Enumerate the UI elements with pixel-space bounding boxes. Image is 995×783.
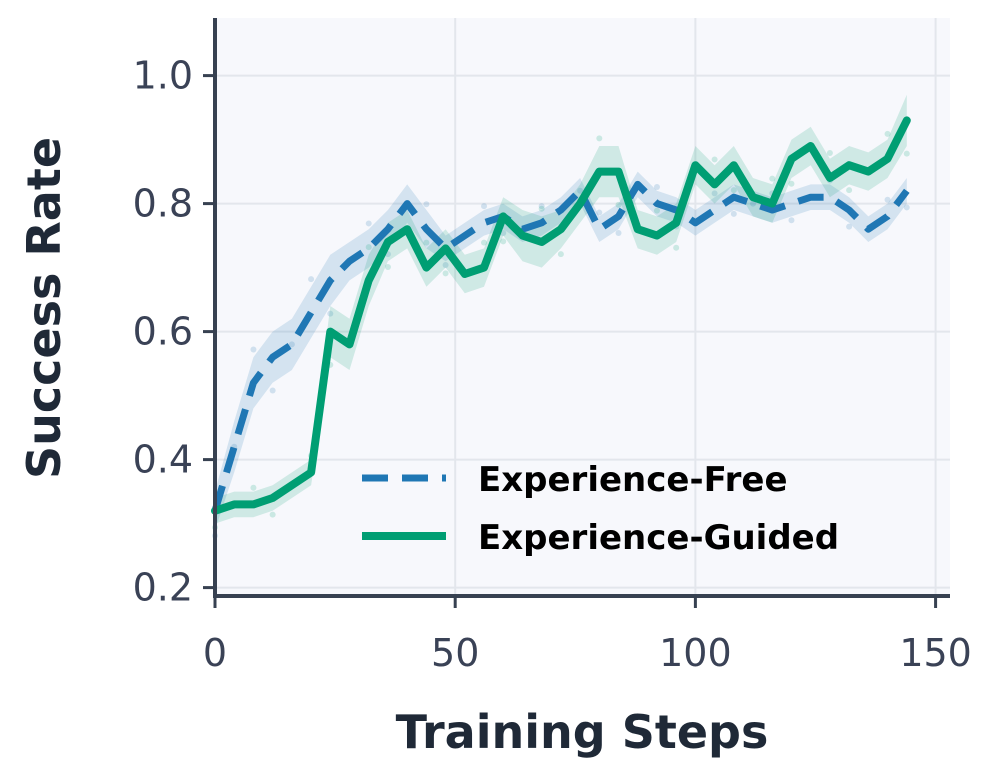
x-axis-title: Training Steps	[396, 705, 769, 759]
band-experience-free	[215, 171, 907, 530]
point-experience-guided	[423, 239, 430, 246]
point-experience-guided	[596, 135, 603, 142]
y-tick-label: 0.6	[133, 310, 193, 354]
point-experience-free	[250, 346, 257, 353]
point-experience-guided	[481, 239, 488, 246]
point-experience-guided	[250, 484, 257, 491]
point-experience-free	[615, 230, 622, 237]
point-experience-guided	[500, 238, 507, 245]
point-experience-free	[577, 187, 584, 194]
line-experience-guided	[211, 116, 911, 515]
point-experience-free	[596, 209, 603, 216]
x-tick-label: 50	[431, 631, 479, 675]
point-experience-guided	[826, 150, 833, 157]
point-experience-free	[538, 203, 545, 210]
point-experience-free	[653, 183, 660, 190]
point-experience-guided	[269, 511, 276, 518]
point-experience-free	[711, 190, 718, 197]
ticks: 0.2 0.4 0.6 0.8 1.0 0 50 100 150	[133, 54, 972, 675]
point-experience-guided	[711, 156, 718, 163]
point-experience-free	[365, 220, 372, 227]
point-experience-guided	[557, 251, 564, 258]
point-experience-free	[788, 217, 795, 224]
point-experience-free	[846, 223, 853, 230]
point-experience-free	[269, 387, 276, 394]
point-experience-guided	[846, 187, 853, 194]
y-tick-label: 0.2	[133, 566, 193, 610]
y-tick-label: 1.0	[133, 54, 193, 98]
point-experience-guided	[903, 150, 910, 157]
x-tick-label: 100	[659, 631, 732, 675]
point-experience-guided	[442, 270, 449, 277]
point-experience-free	[327, 310, 334, 317]
point-experience-guided	[538, 205, 545, 212]
x-tick-label: 150	[899, 631, 972, 675]
y-axis-title: Success Rate	[17, 137, 71, 479]
point-experience-guided	[384, 263, 391, 270]
point-experience-guided	[653, 207, 660, 214]
legend-label-experience-free: Experience-Free	[478, 460, 788, 500]
point-experience-free	[288, 341, 295, 348]
series-lines	[211, 116, 911, 515]
axes	[213, 18, 950, 598]
point-experience-free	[308, 276, 315, 283]
legend: Experience-Free Experience-Guided	[362, 460, 839, 558]
y-tick-label: 0.8	[133, 182, 193, 226]
point-experience-guided	[788, 180, 795, 187]
point-experience-guided	[769, 175, 776, 182]
y-tick-label: 0.4	[133, 438, 193, 482]
legend-label-experience-guided: Experience-Guided	[478, 518, 839, 558]
point-experience-guided	[673, 244, 680, 251]
line-experience-free	[211, 180, 910, 512]
point-experience-free	[750, 200, 757, 207]
point-experience-free	[884, 196, 891, 203]
point-experience-free	[481, 203, 488, 210]
point-experience-guided	[884, 130, 891, 137]
band-experience-guided	[215, 94, 907, 524]
point-experience-free	[730, 210, 737, 217]
point-experience-guided	[615, 201, 622, 208]
plot-area	[215, 18, 950, 594]
point-experience-guided	[730, 187, 737, 194]
point-experience-guided	[365, 244, 372, 251]
point-experience-free	[903, 204, 910, 211]
x-tick-label: 0	[203, 631, 227, 675]
point-experience-free	[442, 262, 449, 269]
point-experience-free	[423, 201, 430, 208]
